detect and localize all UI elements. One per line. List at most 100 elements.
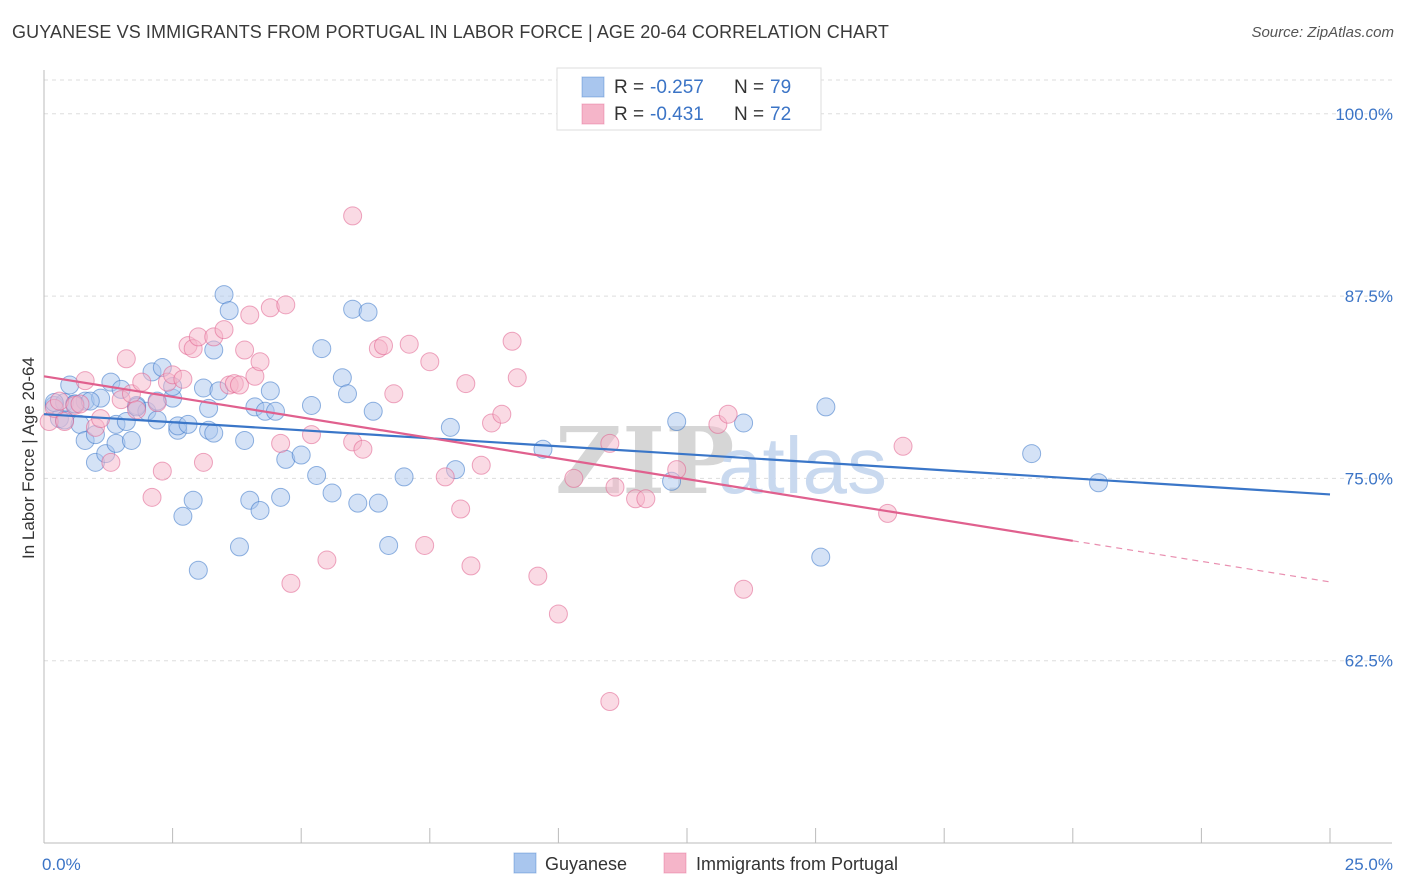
- data-point-guyanese: [667, 411, 687, 431]
- data-point-guyanese: [358, 302, 378, 322]
- x-tick-label: 0.0%: [42, 855, 81, 874]
- data-point-portugal: [132, 372, 152, 392]
- data-point-guyanese: [348, 493, 368, 513]
- data-point-portugal: [548, 604, 568, 624]
- data-point-guyanese: [379, 535, 399, 555]
- data-point-guyanese: [337, 384, 357, 404]
- data-point-portugal: [600, 692, 620, 712]
- data-point-portugal: [461, 556, 481, 576]
- x-tick-label: 25.0%: [1345, 855, 1393, 874]
- series-portugal-points: [39, 206, 913, 712]
- data-point-guyanese: [301, 395, 321, 415]
- legend-swatch-guyanese: [581, 76, 605, 98]
- data-point-portugal: [214, 320, 234, 340]
- correlation-legend: R = -0.257 N = 79 R = -0.431 N = 72: [556, 67, 822, 131]
- data-point-guyanese: [193, 378, 213, 398]
- data-point-portugal: [271, 433, 291, 453]
- data-point-guyanese: [734, 413, 754, 433]
- data-point-portugal: [70, 394, 90, 414]
- data-point-portugal: [528, 566, 548, 586]
- data-point-portugal: [893, 436, 913, 456]
- data-point-portugal: [435, 467, 455, 487]
- data-point-portugal: [492, 404, 512, 424]
- y-tick-label: 100.0%: [1335, 105, 1393, 124]
- data-point-portugal: [374, 336, 394, 356]
- data-point-portugal: [600, 433, 620, 453]
- y-tick-labels: 62.5% 75.0% 87.5% 100.0%: [1335, 105, 1393, 671]
- legend-n-label: N =: [734, 77, 764, 98]
- trend-lines: [43, 375, 1331, 583]
- data-point-guyanese: [368, 493, 388, 513]
- data-point-portugal: [152, 461, 172, 481]
- data-point-portugal: [142, 487, 162, 507]
- data-point-guyanese: [219, 301, 239, 321]
- legend-n-value: 72: [770, 104, 791, 125]
- data-point-guyanese: [188, 560, 208, 580]
- data-point-portugal: [193, 452, 213, 472]
- data-point-portugal: [420, 352, 440, 372]
- data-point-portugal: [667, 460, 687, 480]
- legend-swatch-portugal: [581, 103, 605, 125]
- data-point-portugal: [276, 295, 296, 315]
- legend-r-value: -0.431: [650, 104, 704, 125]
- data-point-portugal: [451, 499, 471, 519]
- data-point-portugal: [399, 334, 419, 354]
- data-point-guyanese: [1089, 473, 1109, 493]
- data-point-guyanese: [811, 547, 831, 567]
- gridlines: [44, 79, 1392, 662]
- data-point-portugal: [564, 468, 584, 488]
- data-point-guyanese: [214, 285, 234, 305]
- data-point-portugal: [116, 349, 136, 369]
- data-point-portugal: [235, 340, 255, 360]
- data-point-portugal: [343, 206, 363, 226]
- data-point-portugal: [55, 411, 75, 431]
- data-point-guyanese: [204, 423, 224, 443]
- data-point-portugal: [260, 298, 280, 318]
- data-point-portugal: [281, 573, 301, 593]
- data-point-portugal: [353, 439, 373, 459]
- data-point-portugal: [415, 535, 435, 555]
- data-point-portugal: [605, 477, 625, 497]
- axes: [43, 70, 1392, 844]
- data-point-portugal: [734, 579, 754, 599]
- data-point-guyanese: [363, 401, 383, 421]
- data-point-portugal: [384, 384, 404, 404]
- legend-swatch-guyanese: [513, 852, 537, 874]
- data-point-portugal: [507, 368, 527, 388]
- data-point-guyanese: [229, 537, 249, 557]
- data-point-portugal: [250, 352, 270, 372]
- trend-line-portugal-extension: [1072, 540, 1331, 583]
- data-point-guyanese: [1022, 444, 1042, 464]
- data-point-guyanese: [343, 299, 363, 319]
- data-point-guyanese: [260, 381, 280, 401]
- data-point-guyanese: [250, 500, 270, 520]
- legend-r-label: R =: [614, 104, 644, 125]
- legend-n-label: N =: [734, 104, 764, 125]
- data-point-portugal: [127, 400, 147, 420]
- data-point-guyanese: [816, 397, 836, 417]
- data-point-portugal: [718, 404, 738, 424]
- data-point-guyanese: [322, 483, 342, 503]
- data-point-portugal: [456, 374, 476, 394]
- data-point-guyanese: [312, 339, 332, 359]
- data-point-guyanese: [440, 417, 460, 437]
- y-tick-label: 62.5%: [1345, 652, 1393, 671]
- data-point-portugal: [878, 503, 898, 523]
- data-point-guyanese: [307, 465, 327, 485]
- data-point-portugal: [101, 452, 121, 472]
- data-point-guyanese: [173, 506, 193, 526]
- chart-title: GUYANESE VS IMMIGRANTS FROM PORTUGAL IN …: [12, 22, 889, 42]
- data-point-guyanese: [394, 467, 414, 487]
- legend-n-value: 79: [770, 77, 791, 98]
- data-point-portugal: [301, 425, 321, 445]
- legend-label-guyanese: Guyanese: [545, 854, 627, 874]
- y-tick-label: 87.5%: [1345, 287, 1393, 306]
- data-point-guyanese: [183, 490, 203, 510]
- data-point-portugal: [229, 375, 249, 395]
- trend-line-portugal: [43, 375, 1073, 542]
- data-point-portugal: [173, 369, 193, 389]
- legend-r-value: -0.257: [650, 77, 704, 98]
- x-tick-labels: 0.0% 25.0%: [42, 855, 1393, 874]
- data-point-guyanese: [106, 433, 126, 453]
